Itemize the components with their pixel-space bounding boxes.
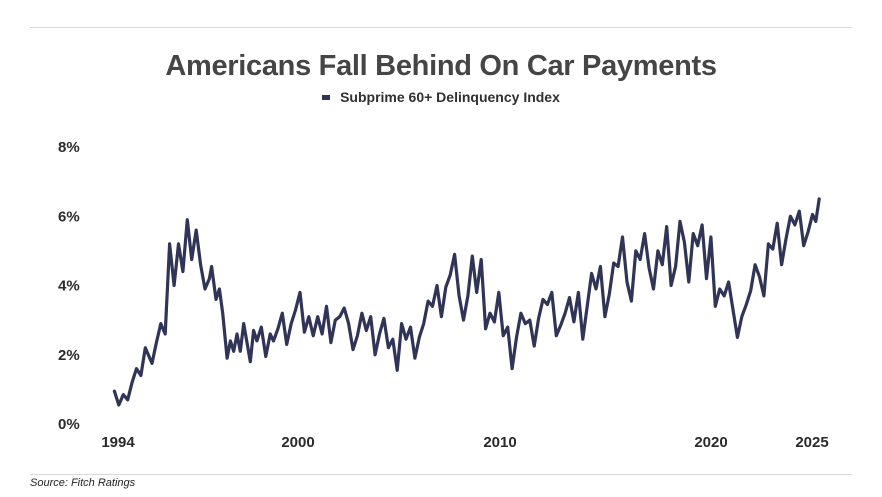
legend-swatch [322, 94, 331, 100]
chart-title: Americans Fall Behind On Car Payments [165, 50, 717, 82]
series-layer [112, 197, 821, 407]
x-tick-label: 1994 [101, 434, 135, 451]
top-divider [30, 27, 852, 28]
bottom-divider [30, 474, 852, 475]
legend-label: Subprime 60+ Delinquency Index [340, 89, 560, 105]
y-tick-label: 4% [58, 278, 80, 295]
y-tick-label: 6% [58, 208, 80, 225]
x-tick-label: 2010 [483, 434, 516, 451]
series-line-0 [112, 197, 821, 407]
y-tick-label: 8% [58, 139, 80, 156]
x-axis: 1994 2000 2010 2020 2025 [101, 434, 828, 451]
y-tick-label: 2% [58, 347, 80, 364]
legend: Subprime 60+ Delinquency Index [0, 89, 882, 105]
y-tick-label: 0% [58, 416, 80, 433]
x-tick-label: 2000 [281, 434, 314, 451]
y-axis: 0% 2% 4% 6% 8% [58, 139, 80, 433]
x-tick-label: 2020 [694, 434, 727, 451]
source-note: Source: Fitch Ratings [30, 477, 136, 489]
x-tick-label: 2025 [795, 434, 828, 451]
